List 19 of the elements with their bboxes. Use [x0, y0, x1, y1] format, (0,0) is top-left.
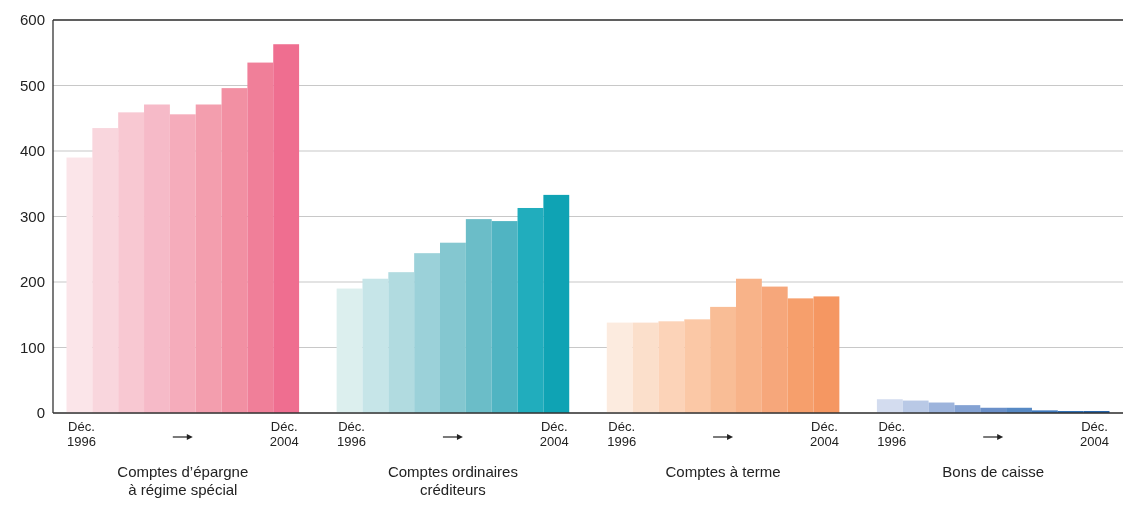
text: Déc. 1996 [66, 419, 96, 449]
x-tick-label: Comptes à terme [665, 463, 781, 480]
y-tick-label: 0 [36, 404, 45, 422]
y-tick-label: 600 [19, 11, 45, 29]
text: Déc. 2004 [809, 419, 839, 449]
text: Déc. 1996 [607, 419, 637, 449]
x-tick-label: Comptes ordinaires créditeurs [387, 463, 518, 498]
y-tick-label: 200 [19, 273, 45, 291]
text: Déc. 1996 [337, 419, 367, 449]
y-tick-label: 500 [19, 76, 45, 94]
y-tick-label: 400 [19, 142, 45, 160]
text: Déc. 1996 [877, 419, 907, 449]
text: Déc. 2004 [1080, 419, 1110, 449]
y-tick-label: 300 [19, 207, 45, 225]
x-tick-label: Bons de caisse [942, 463, 1045, 480]
text: Déc. 2004 [539, 419, 569, 449]
text: Déc. 2004 [269, 419, 299, 449]
y-tick-label: 100 [19, 338, 45, 356]
x-tick-label: Comptes d’épargne à régime spécial [117, 463, 249, 498]
